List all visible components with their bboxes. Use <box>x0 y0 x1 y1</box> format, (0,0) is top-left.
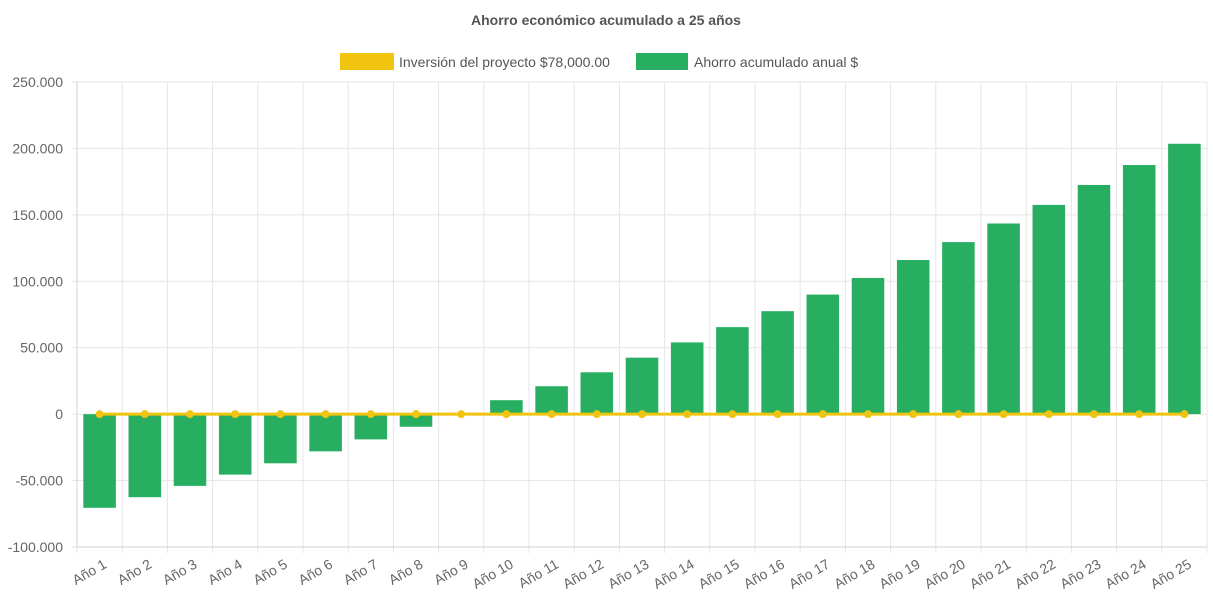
x-tick-label: Año 17 <box>786 556 833 592</box>
point <box>457 410 466 419</box>
bar <box>716 327 749 415</box>
point <box>140 410 149 419</box>
point <box>1044 410 1053 419</box>
bar <box>354 414 388 440</box>
point <box>999 410 1008 419</box>
chart-title: Ahorro económico acumulado a 25 años <box>471 12 741 28</box>
point <box>321 410 330 419</box>
grid <box>72 81 1208 553</box>
point <box>728 410 737 419</box>
bar <box>264 414 297 464</box>
x-axis: Año 1 Año 2 Año 3 Año 4 Año 5 Año 6 Año 7 Año 8… <box>69 556 1194 592</box>
y-tick-label: 50.000 <box>20 340 63 356</box>
x-tick-label: Año 21 <box>967 556 1014 592</box>
point <box>773 410 782 419</box>
point <box>1180 410 1189 419</box>
x-tick-label: Año 3 <box>160 556 200 588</box>
y-axis: -100.000 -50.000 0 50.000 100.000 150.000 200.… <box>8 74 63 555</box>
x-tick-label: Año 20 <box>921 556 968 592</box>
y-tick-label: -100.000 <box>8 539 63 555</box>
point <box>95 410 104 419</box>
bar <box>490 400 523 415</box>
point <box>276 410 285 419</box>
x-tick-label: Año 23 <box>1057 556 1104 592</box>
point <box>502 410 511 419</box>
bar <box>1168 143 1201 415</box>
point <box>683 410 692 419</box>
x-tick-label: Año 15 <box>695 556 742 592</box>
x-tick-label: Año 24 <box>1102 556 1149 592</box>
point <box>366 410 375 419</box>
x-tick-label: Año 12 <box>560 556 607 592</box>
y-tick-label: -50.000 <box>16 473 64 489</box>
legend: Inversión del proyecto $78,000.00 Ahorro… <box>340 53 858 70</box>
bar <box>625 357 659 415</box>
bar <box>535 386 568 415</box>
point <box>909 410 918 419</box>
x-tick-label: Año 2 <box>115 556 155 588</box>
x-tick-label: Año 22 <box>1012 556 1059 592</box>
bar <box>1032 204 1066 415</box>
legend-item-investment[interactable]: Inversión del proyecto $78,000.00 <box>340 53 610 70</box>
point <box>638 410 646 419</box>
y-tick-label: 250.000 <box>12 74 63 90</box>
bar <box>806 294 840 415</box>
point <box>864 410 872 419</box>
x-tick-label: Año 9 <box>431 556 471 588</box>
x-tick-label: Año 1 <box>69 556 109 588</box>
x-tick-label: Año 10 <box>469 556 516 592</box>
bar <box>1077 184 1111 415</box>
x-tick-label: Año 19 <box>876 556 923 592</box>
point <box>592 410 601 419</box>
bar <box>218 414 252 475</box>
x-tick-label: Año 11 <box>516 556 562 592</box>
x-tick-label: Año 25 <box>1147 556 1194 592</box>
point <box>547 410 556 419</box>
bar <box>670 342 704 415</box>
bar <box>942 242 975 415</box>
bar <box>1122 165 1156 415</box>
point <box>954 410 963 419</box>
x-tick-label: Año 18 <box>831 556 878 592</box>
point <box>1090 410 1098 419</box>
bar <box>399 414 433 427</box>
legend-label-investment: Inversión del proyecto $78,000.00 <box>399 54 610 70</box>
bar <box>128 414 162 498</box>
x-tick-label: Año 14 <box>650 556 697 592</box>
x-tick-label: Año 6 <box>295 556 335 588</box>
x-tick-label: Año 16 <box>741 556 788 592</box>
bar <box>851 277 885 415</box>
bar <box>173 414 207 486</box>
point <box>186 410 194 419</box>
x-tick-label: Año 4 <box>205 556 245 588</box>
y-tick-label: 150.000 <box>12 207 63 223</box>
legend-swatch-savings <box>636 53 688 70</box>
legend-swatch-investment <box>340 53 394 70</box>
y-tick-label: 100.000 <box>12 273 63 289</box>
bar-series <box>83 143 1201 508</box>
bar <box>580 372 614 415</box>
legend-label-savings: Ahorro acumulado anual $ <box>694 54 858 70</box>
point <box>231 410 240 419</box>
point <box>412 410 420 419</box>
y-tick-label: 200.000 <box>12 140 63 156</box>
x-tick-label: Año 13 <box>605 556 652 592</box>
bar <box>896 260 930 415</box>
x-tick-label: Año 7 <box>341 556 381 588</box>
legend-item-savings[interactable]: Ahorro acumulado anual $ <box>636 53 858 70</box>
bar <box>987 223 1020 415</box>
bar <box>83 414 116 508</box>
bar <box>761 311 794 415</box>
point <box>1135 410 1144 419</box>
line-series <box>95 410 1189 419</box>
y-tick-label: 0 <box>55 406 63 422</box>
x-tick-label: Año 5 <box>250 556 290 588</box>
bar <box>309 414 342 452</box>
x-tick-label: Año 8 <box>386 556 426 588</box>
point <box>818 410 827 419</box>
